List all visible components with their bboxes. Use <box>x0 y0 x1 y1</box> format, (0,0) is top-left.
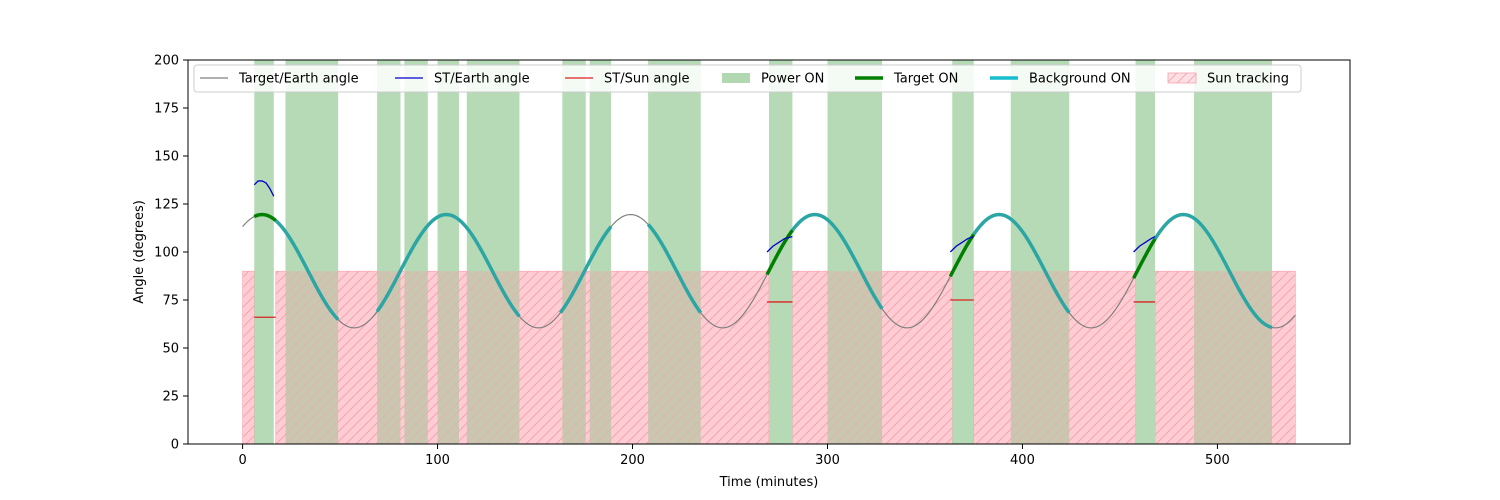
sun-tracking-overlay-hatch <box>275 271 769 444</box>
legend-label: ST/Sun angle <box>604 72 690 87</box>
sun-tracking-overlay-hatch <box>792 271 953 444</box>
legend-label: Background ON <box>1029 72 1131 87</box>
legend-label: Sun tracking <box>1207 72 1289 87</box>
background-on-segment <box>791 212 884 310</box>
st-earth-segment <box>1133 236 1156 253</box>
y-tick-label: 175 <box>154 102 179 117</box>
sun-tracking-overlay-hatch <box>242 271 255 444</box>
background-on-segment <box>646 223 703 314</box>
legend-item: ST/Earth angle <box>395 72 530 87</box>
legend-item: Background ON <box>990 72 1131 87</box>
x-tick-label: 100 <box>425 453 450 468</box>
plot-area <box>242 60 1296 444</box>
st-earth-segment <box>253 180 275 197</box>
legend-item: Sun tracking <box>1167 72 1289 87</box>
background-on-segment <box>274 219 340 321</box>
legend-label: Target ON <box>893 72 958 87</box>
legend-label: ST/Earth angle <box>434 72 530 87</box>
y-tick-label: 50 <box>162 342 179 357</box>
x-tick-label: 500 <box>1205 453 1230 468</box>
y-tick-label: 150 <box>154 150 179 165</box>
background-on-segment <box>375 212 521 318</box>
target-on-segment <box>948 233 976 278</box>
legend-item: Target/Earth angle <box>200 72 359 87</box>
target-on-segment <box>765 229 794 276</box>
legend-label: Target/Earth angle <box>238 72 359 87</box>
x-tick-label: 200 <box>620 453 645 468</box>
background-on-segment <box>972 212 1071 314</box>
y-tick-label: 25 <box>162 390 179 405</box>
st-earth-segment <box>949 236 974 253</box>
legend-item: ST/Sun angle <box>565 72 690 87</box>
y-axis-label: Angle (degrees) <box>132 200 147 304</box>
y-tick-label: 75 <box>162 294 179 309</box>
axes: 0 100 200 300 400 500 0 25 50 75 100 125 150 175 200 <box>154 54 1230 469</box>
target-on-segment <box>1132 237 1157 280</box>
target-on-segment <box>253 212 277 222</box>
x-tick-label: 400 <box>1010 453 1035 468</box>
y-tick-label: 125 <box>154 198 179 213</box>
x-axis-label: Time (minutes) <box>719 475 819 490</box>
legend-item: Target ON <box>855 72 958 87</box>
sun-tracking-overlay-hatch <box>973 271 1136 444</box>
x-tick-label: 0 <box>238 453 246 468</box>
legend-item: Power ON <box>722 72 824 87</box>
power-on-span <box>1135 60 1156 444</box>
x-tick-label: 300 <box>815 453 840 468</box>
legend: Target/Earth angle ST/Earth angle ST/Sun a… <box>193 64 1302 93</box>
legend-label: Power ON <box>761 72 824 87</box>
power-on-span <box>254 60 274 444</box>
y-tick-label: 200 <box>154 54 179 69</box>
sun-tracking-overlay-hatch <box>1155 271 1296 444</box>
background-on-segment <box>558 225 613 314</box>
y-tick-label: 0 <box>171 438 179 453</box>
st-earth-segment <box>766 236 793 253</box>
legend-swatch-patch <box>722 73 750 83</box>
y-tick-label: 100 <box>154 246 179 261</box>
background-on-segment <box>1153 212 1273 330</box>
legend-swatch-hatch <box>1168 73 1196 83</box>
